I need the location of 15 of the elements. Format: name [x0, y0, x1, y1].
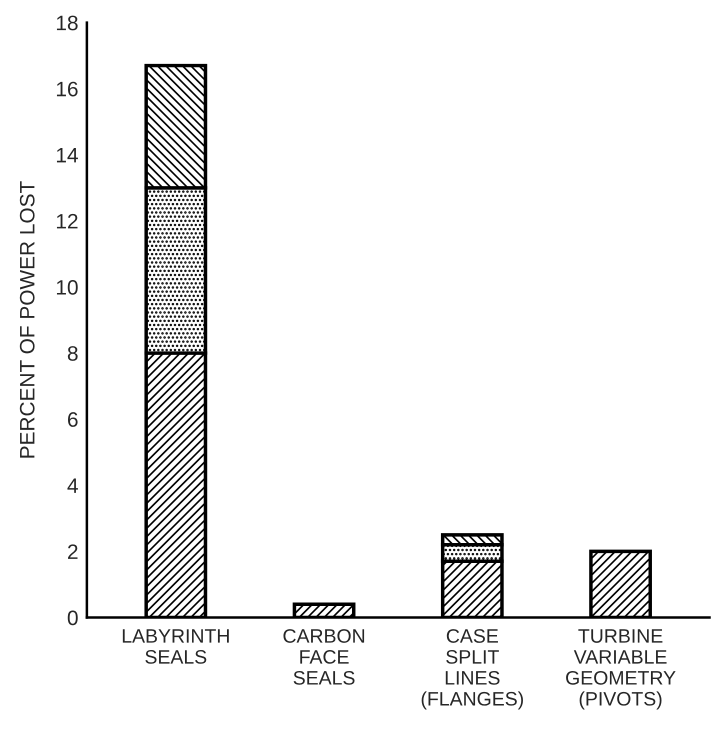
y-tick-label: 2 [68, 544, 78, 559]
y-tick-label: 4 [67, 478, 78, 493]
x-tick-label: CASE SPLIT LINES (FLANGES) [422, 629, 523, 710]
y-tick-label: 8 [68, 346, 78, 361]
x-tick-label: LABYRINTH SEALS [122, 629, 229, 664]
y-tick-label: 10 [56, 280, 78, 295]
y-tick-label: 6 [68, 412, 78, 427]
y-tick-label: 0 [68, 610, 78, 626]
y-tick-label: 16 [56, 82, 78, 96]
y-tick-label: 12 [56, 214, 78, 228]
y-tick-label: 18 [56, 16, 78, 30]
y-axis-title: PERCENT OF POWER LOST [20, 181, 35, 458]
x-tick-label: TURBINE VARIABLE GEOMETRY (PIVOTS) [566, 629, 676, 710]
y-tick-label: 14 [56, 148, 78, 162]
x-tick-label: CARBON FACE SEALS [283, 629, 364, 685]
